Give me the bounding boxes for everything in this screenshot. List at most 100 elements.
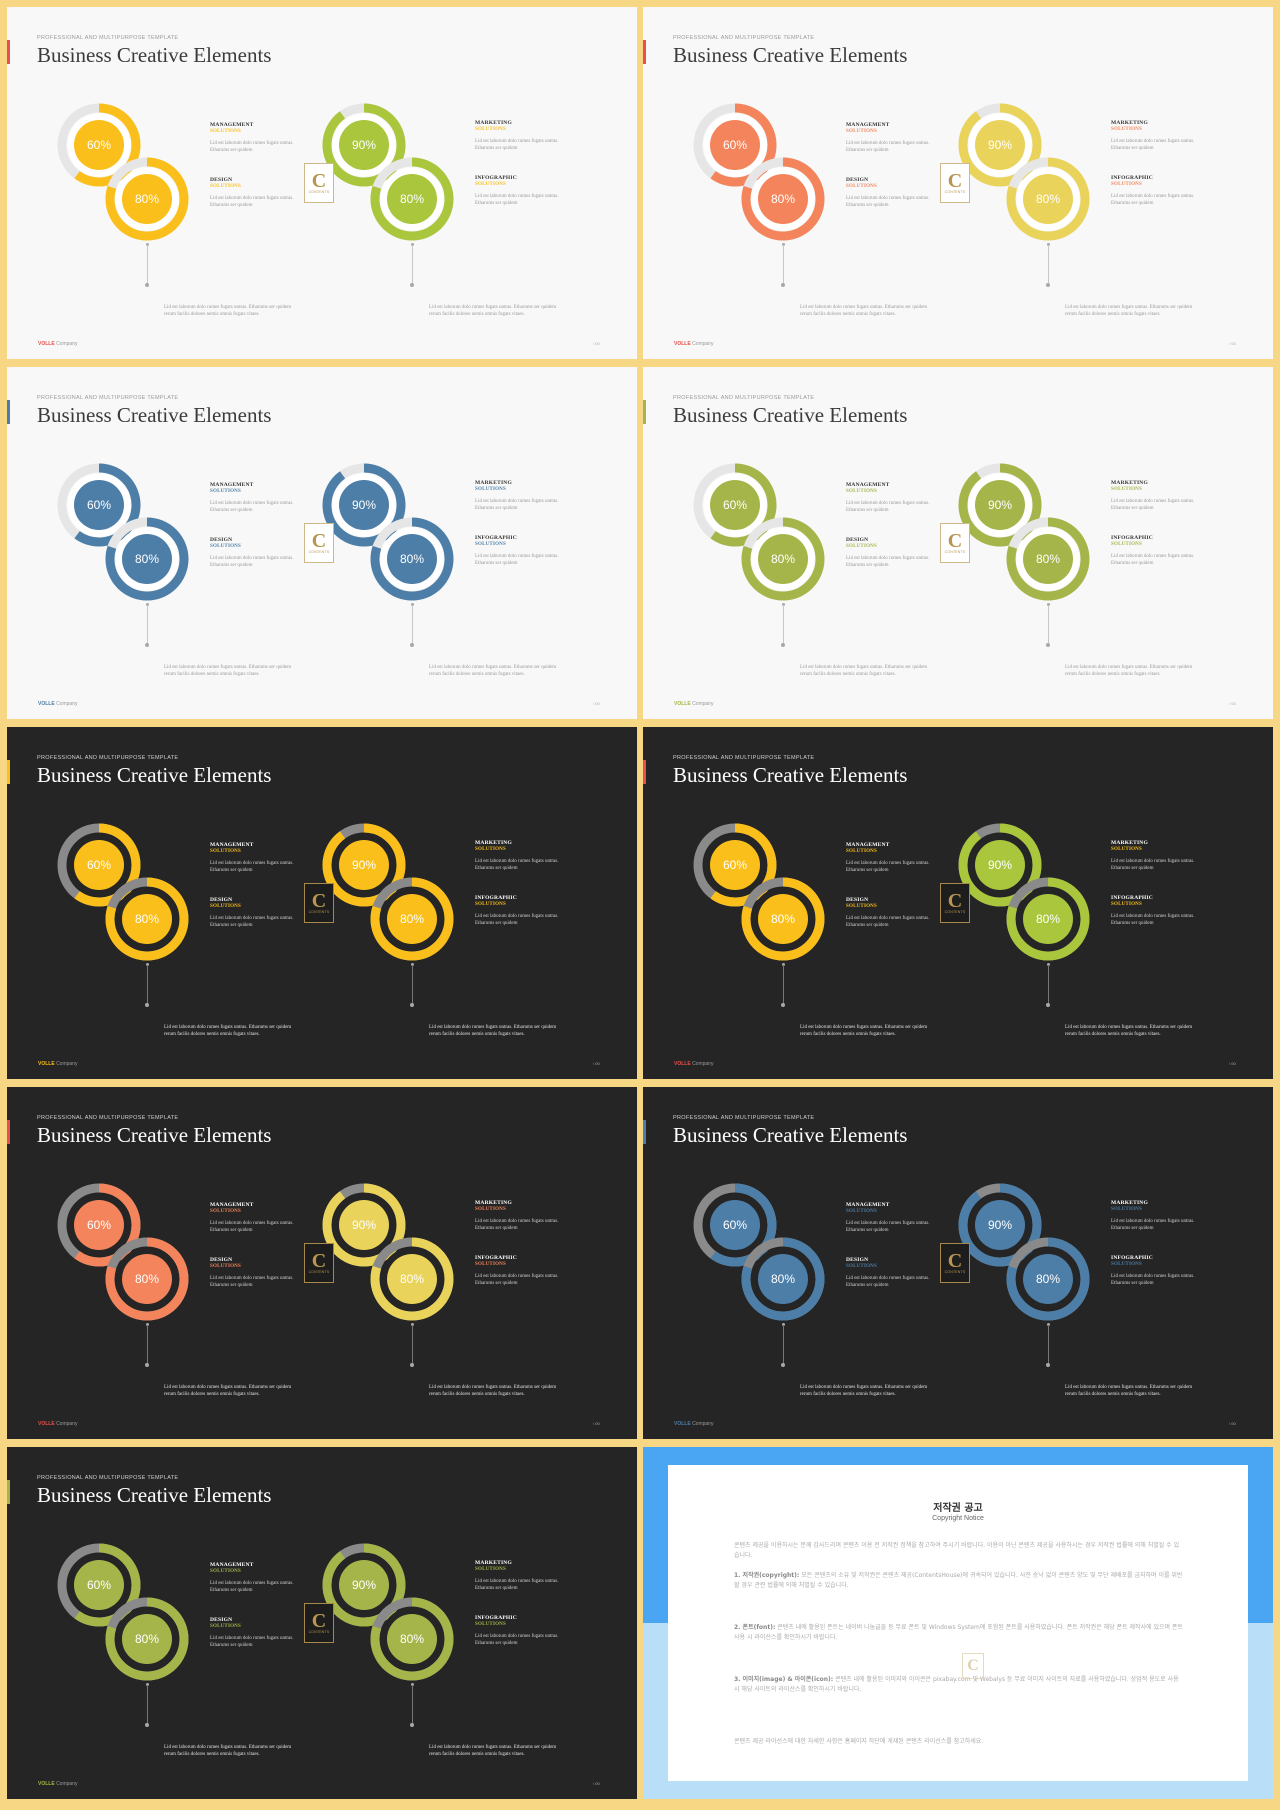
ring-progress-arc bbox=[322, 1543, 406, 1627]
label-heading: INFOGRAPHIC bbox=[1111, 535, 1153, 541]
footer-brand-name: VOLLE bbox=[38, 1781, 55, 1787]
bottom-description: Lid est laborum dolo rumes fugats untras… bbox=[800, 305, 928, 317]
connector-line bbox=[147, 245, 148, 285]
logo-text: CONTENTS bbox=[308, 1630, 330, 1634]
label-subheading: SOLUTIONS bbox=[210, 1264, 241, 1269]
label-block-marketing: MARKETING SOLUTIONS Lid est laborum dolo r… bbox=[475, 1560, 565, 1592]
label-block-management: MANAGEMENT SOLUTIONS Lid est laborum dolo … bbox=[846, 482, 936, 514]
copyright-watermark-logo: C bbox=[962, 1653, 984, 1679]
bottom-description: Lid est laborum dolo rumes fugats untras… bbox=[429, 1385, 557, 1397]
copyright-card: 저작권 공고 Copyright Notice 콘텐츠 제공을 이용하시는 분께 감… bbox=[668, 1465, 1248, 1781]
bottom-description: Lid est laborum dolo rumes fugats untras… bbox=[164, 305, 292, 317]
copyright-section-heading: 3. 이미지(image) & 아이콘(icon): bbox=[734, 1676, 834, 1683]
label-body: Lid est laborum dolo rumes fugats untras… bbox=[210, 1581, 294, 1593]
slide-thumbnail[interactable]: PROFESSIONAL AND MULTIPURPOSE TEMPLATE Bu… bbox=[7, 1447, 637, 1799]
label-block-infographic: INFOGRAPHIC SOLUTIONS Lid est laborum dolo… bbox=[1111, 535, 1201, 567]
footer-brand: VOLLE Company bbox=[38, 701, 77, 707]
copyright-outro: 콘텐츠 제공 라이선스에 대한 자세한 사항은 홈페이지 하단에 게재된 콘텐츠… bbox=[734, 1738, 984, 1745]
slide-kicker: PROFESSIONAL AND MULTIPURPOSE TEMPLATE bbox=[37, 1475, 179, 1481]
label-heading: INFOGRAPHIC bbox=[1111, 1255, 1153, 1261]
label-body: Lid est laborum dolo rumes fugats untras… bbox=[210, 1276, 294, 1288]
ring-progress-arc bbox=[322, 823, 406, 907]
connector-dot bbox=[1046, 243, 1050, 246]
label-body: Lid est laborum dolo rumes fugats untras… bbox=[1111, 914, 1195, 926]
ring-progress-arc bbox=[370, 1597, 454, 1681]
label-heading: MANAGEMENT bbox=[210, 482, 254, 488]
ring-progress-arc bbox=[1006, 157, 1090, 241]
connector-line bbox=[1048, 245, 1049, 285]
ring-inner-disc bbox=[1023, 174, 1073, 224]
ring-percent-label: 60% bbox=[86, 858, 112, 872]
slide-thumbnail[interactable]: PROFESSIONAL AND MULTIPURPOSE TEMPLATE Bu… bbox=[643, 367, 1273, 719]
label-subheading: SOLUTIONS bbox=[846, 544, 877, 549]
connector-dot bbox=[781, 1363, 785, 1367]
label-heading: MANAGEMENT bbox=[210, 1202, 254, 1208]
copyright-section: 2. 폰트(font): 콘텐츠 내에 활용된 폰트는 네이버 나눔글꼴 등 무… bbox=[734, 1623, 1184, 1643]
page-number: / 00 bbox=[593, 1781, 600, 1786]
logo-text: CONTENTS bbox=[944, 190, 966, 194]
label-subheading: SOLUTIONS bbox=[210, 1569, 241, 1574]
connector-dot bbox=[781, 1003, 785, 1007]
connector-dot bbox=[145, 1723, 149, 1727]
footer-brand: VOLLE Company bbox=[674, 1061, 713, 1067]
logo-letter: C bbox=[311, 1250, 327, 1272]
label-heading: INFOGRAPHIC bbox=[475, 1615, 517, 1621]
label-body: Lid est laborum dolo rumes fugats untras… bbox=[1111, 1219, 1195, 1231]
bottom-description: Lid est laborum dolo rumes fugats untras… bbox=[1065, 305, 1193, 317]
connector-dot bbox=[145, 1683, 149, 1686]
accent-bar bbox=[643, 400, 646, 424]
label-block-design: DESIGN SOLUTIONS Lid est laborum dolo rume… bbox=[210, 1617, 300, 1649]
connector-dot bbox=[781, 1323, 785, 1326]
ring-percent-label: 60% bbox=[86, 1578, 112, 1592]
logo-text: CONTENTS bbox=[944, 910, 966, 914]
logo-text: CONTENTS bbox=[308, 1270, 330, 1274]
slide-kicker: PROFESSIONAL AND MULTIPURPOSE TEMPLATE bbox=[37, 1115, 179, 1121]
page-number: / 00 bbox=[1229, 1421, 1236, 1426]
footer-brand-name: VOLLE bbox=[674, 1421, 691, 1427]
slide-thumbnail[interactable]: PROFESSIONAL AND MULTIPURPOSE TEMPLATE Bu… bbox=[643, 7, 1273, 359]
label-heading: DESIGN bbox=[846, 1257, 869, 1263]
contents-logo: C CONTENTS bbox=[304, 883, 334, 923]
slide-thumbnail[interactable]: PROFESSIONAL AND MULTIPURPOSE TEMPLATE Bu… bbox=[7, 727, 637, 1079]
ring-percent-label: 90% bbox=[987, 138, 1013, 152]
slide-thumbnail[interactable]: PROFESSIONAL AND MULTIPURPOSE TEMPLATE Bu… bbox=[643, 727, 1273, 1079]
ring-inner-disc bbox=[758, 534, 808, 584]
ring-progress-arc bbox=[57, 823, 141, 907]
ring-percent-label: 80% bbox=[770, 552, 796, 566]
ring-progress-arc bbox=[105, 877, 189, 961]
label-heading: DESIGN bbox=[846, 537, 869, 543]
label-subheading: SOLUTIONS bbox=[1111, 182, 1142, 187]
connector-line bbox=[412, 1685, 413, 1725]
label-heading: MANAGEMENT bbox=[846, 1202, 890, 1208]
slide-thumbnail[interactable]: PROFESSIONAL AND MULTIPURPOSE TEMPLATE Bu… bbox=[7, 7, 637, 359]
footer-brand: VOLLE Company bbox=[38, 341, 77, 347]
copyright-slide[interactable]: 저작권 공고 Copyright Notice 콘텐츠 제공을 이용하시는 분께 감… bbox=[643, 1447, 1273, 1799]
logo-letter: C bbox=[947, 170, 963, 192]
label-body: Lid est laborum dolo rumes fugats untras… bbox=[475, 554, 559, 566]
label-body: Lid est laborum dolo rumes fugats untras… bbox=[210, 501, 294, 513]
ring-inner-disc bbox=[710, 120, 760, 170]
ring-inner-disc bbox=[74, 120, 124, 170]
logo-text: CONTENTS bbox=[308, 190, 330, 194]
label-body: Lid est laborum dolo rumes fugats untras… bbox=[1111, 139, 1195, 151]
ring-progress-arc bbox=[57, 1543, 141, 1627]
label-block-design: DESIGN SOLUTIONS Lid est laborum dolo rume… bbox=[210, 537, 300, 569]
slide-thumbnail[interactable]: PROFESSIONAL AND MULTIPURPOSE TEMPLATE Bu… bbox=[7, 367, 637, 719]
ring-inner-disc bbox=[387, 174, 437, 224]
slide-thumbnail[interactable]: PROFESSIONAL AND MULTIPURPOSE TEMPLATE Bu… bbox=[7, 1087, 637, 1439]
label-subheading: SOLUTIONS bbox=[475, 127, 506, 132]
ring-percent-label: 60% bbox=[86, 1218, 112, 1232]
label-body: Lid est laborum dolo rumes fugats untras… bbox=[210, 1221, 294, 1233]
accent-bar bbox=[7, 400, 10, 424]
slide-kicker: PROFESSIONAL AND MULTIPURPOSE TEMPLATE bbox=[673, 395, 815, 401]
label-subheading: SOLUTIONS bbox=[1111, 1262, 1142, 1267]
label-body: Lid est laborum dolo rumes fugats untras… bbox=[846, 1221, 930, 1233]
slide-thumbnail[interactable]: PROFESSIONAL AND MULTIPURPOSE TEMPLATE Bu… bbox=[643, 1087, 1273, 1439]
label-subheading: SOLUTIONS bbox=[846, 1264, 877, 1269]
label-subheading: SOLUTIONS bbox=[475, 1567, 506, 1572]
connector-line bbox=[783, 965, 784, 1005]
label-body: Lid est laborum dolo rumes fugats untras… bbox=[475, 499, 559, 511]
label-block-marketing: MARKETING SOLUTIONS Lid est laborum dolo r… bbox=[1111, 840, 1201, 872]
label-body: Lid est laborum dolo rumes fugats untras… bbox=[475, 1274, 559, 1286]
connector-dot bbox=[781, 643, 785, 647]
